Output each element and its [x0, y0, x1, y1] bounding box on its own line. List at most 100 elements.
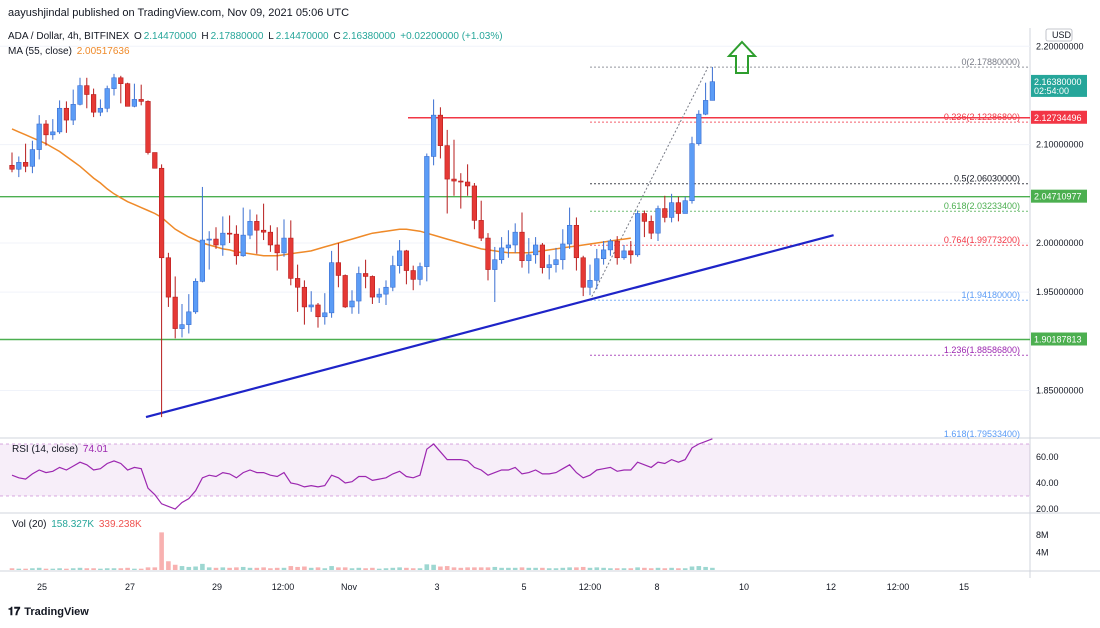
volume-bar [390, 567, 396, 570]
low-value: 2.14470000 [275, 31, 329, 42]
candle-body [199, 239, 206, 282]
volume-bar [560, 567, 566, 570]
tradingview-footer[interactable]: 𝟏𝟕 TradingView [8, 606, 89, 619]
candle-body [621, 250, 627, 259]
price-badge-value: 1.90187813 [1034, 335, 1082, 345]
candle-body [532, 244, 539, 256]
volume-bar [356, 567, 362, 570]
volume-bar [91, 568, 96, 570]
volume-bar [200, 563, 205, 570]
fib-anchor-line [589, 66, 709, 301]
candle-body [628, 250, 634, 256]
volume-bar [682, 568, 688, 570]
candle-body [63, 107, 69, 121]
volume-bar [43, 568, 49, 570]
open-label: O [133, 31, 142, 42]
fib-label: 0.5(2.06030000) [954, 174, 1020, 184]
volume-bar [655, 567, 661, 570]
candle-body [97, 107, 103, 113]
volume-bar [458, 567, 464, 570]
price-tick-label: 2.20000000 [1036, 41, 1084, 51]
fib-label: 1.618(1.79533400) [944, 429, 1020, 439]
candle-body [186, 311, 192, 325]
volume-value-1: 158.327K [51, 519, 95, 530]
volume-bar [431, 564, 436, 570]
candle-body [254, 221, 260, 231]
candle-body [315, 304, 321, 318]
volume-bar [206, 567, 212, 570]
candle-body [233, 233, 240, 257]
candle-body [165, 257, 172, 298]
fib-label: 0.764(1.99773200) [944, 235, 1020, 245]
candle-body [634, 213, 641, 256]
price-badge-value: 2.04710977 [1034, 192, 1082, 202]
volume-legend: Vol (20) 158.327K 339.238K [12, 519, 144, 530]
price-badge [1031, 332, 1087, 346]
time-tick-label: 12:00 [272, 582, 295, 592]
time-tick-label: 3 [434, 582, 439, 592]
candle-body [50, 131, 56, 136]
volume-value-2: 339.238K [98, 519, 142, 530]
candle-body [424, 156, 430, 267]
candle-body [29, 149, 36, 167]
volume-bar [417, 568, 423, 570]
volume-bar [295, 566, 300, 570]
volume-bar [125, 567, 130, 570]
candle-body [349, 300, 355, 308]
price-badge [1031, 110, 1087, 124]
candle-body [84, 85, 90, 95]
high-value: 2.17880000 [210, 31, 264, 42]
volume-bar [492, 566, 498, 570]
price-tick-label: 2.10000000 [1036, 140, 1084, 150]
volume-bar [370, 567, 375, 570]
volume-bar [621, 568, 627, 570]
volume-bar [676, 568, 681, 570]
tradingview-logo-icon: 𝟏𝟕 [8, 606, 21, 618]
price-badge-countdown: 02:54:00 [1034, 86, 1069, 96]
volume-bar [499, 567, 504, 570]
candle-body [172, 296, 178, 329]
candle-body [342, 275, 348, 308]
candle-body [689, 143, 695, 202]
volume-bar [111, 568, 117, 570]
volume-bar [57, 568, 62, 570]
time-tick-label: Nov [341, 582, 358, 592]
rsi-label: RSI (14, close) [12, 444, 79, 455]
candle-body [322, 312, 328, 318]
volume-bar [213, 567, 219, 570]
candle-body [539, 244, 545, 268]
volume-bar [132, 568, 137, 570]
candle-body [451, 178, 457, 182]
candle-body [131, 99, 138, 107]
volume-bar [383, 568, 389, 570]
open-value: 2.14470000 [143, 31, 197, 42]
candle-body [383, 286, 389, 295]
price-badge [1031, 74, 1087, 97]
volume-bar [580, 566, 586, 570]
symbol-legend: ADA / Dollar, 4h, BITFINEX O 2.14470000 H… [8, 31, 505, 42]
fib-label: 0.618(2.03233400) [944, 201, 1020, 211]
price-tick-label: 1.95000000 [1036, 287, 1084, 297]
volume-bar [118, 568, 124, 570]
volume-bar [478, 567, 484, 570]
bullish-arrow-icon [726, 40, 758, 74]
candle-body [458, 180, 464, 183]
volume-bar [23, 568, 28, 570]
candle-body [580, 257, 586, 288]
volume-bar [70, 568, 76, 570]
candle-body [179, 324, 185, 329]
candle-body [498, 247, 505, 261]
candle-body [111, 77, 117, 89]
candle-body [696, 113, 702, 144]
volume-bar [594, 567, 600, 570]
volume-bar [302, 566, 307, 570]
candle-body [152, 152, 158, 169]
candle-body [369, 276, 376, 298]
candle-body [675, 202, 681, 214]
volume-bar [240, 566, 246, 570]
volume-bar [166, 561, 171, 570]
volume-bar [608, 568, 613, 570]
candle-body [519, 231, 525, 262]
volume-bar [308, 567, 314, 570]
